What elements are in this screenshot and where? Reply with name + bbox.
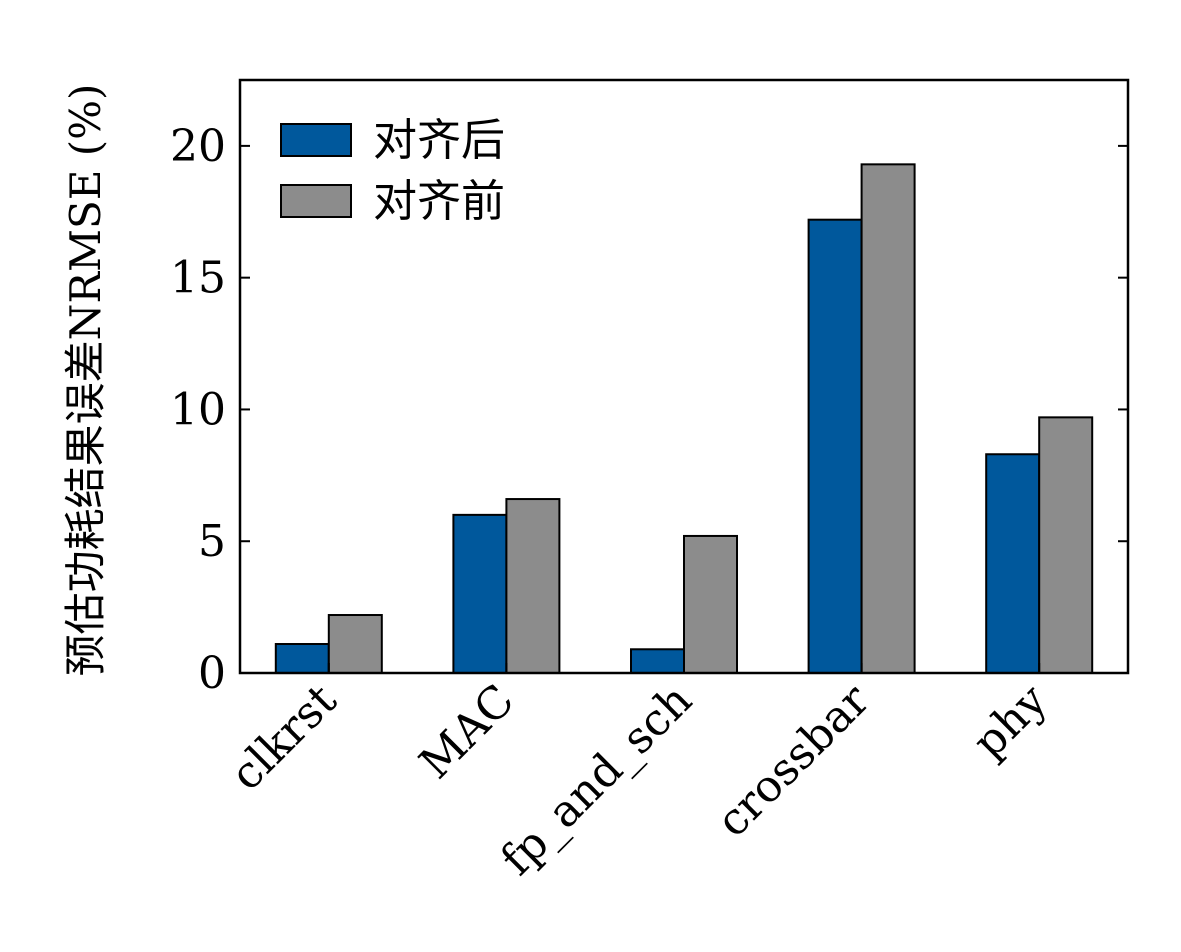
- y-tick-label: 20: [170, 121, 226, 172]
- bar-before-crossbar: [860, 163, 916, 675]
- bar-after-clkrst: [274, 643, 330, 675]
- bar-after-fp-and-sch: [630, 648, 685, 675]
- bar-before-MAC: [505, 498, 561, 675]
- x-tick-label-fp-and-sch: fp_and_sch: [491, 675, 702, 886]
- x-tick-label-clkrst: clkrst: [221, 674, 347, 800]
- y-axis-label: 预估功耗结果误差NRMSE (%): [61, 84, 110, 677]
- legend-label-before: 对齐前: [373, 176, 505, 227]
- legend-swatch-before: [280, 184, 352, 218]
- y-tick-label: 5: [198, 516, 226, 567]
- y-tick-label: 0: [198, 648, 226, 699]
- x-tick-label-MAC: MAC: [410, 675, 524, 789]
- legend-swatch-after: [280, 123, 352, 157]
- x-tick-label-crossbar: crossbar: [707, 674, 880, 847]
- y-axis-ticks: 0 5 10 15 20: [170, 121, 1128, 699]
- bars-group: [274, 163, 1094, 675]
- bar-before-clkrst: [327, 614, 383, 674]
- bar-after-MAC: [452, 513, 508, 674]
- bar-after-phy: [985, 453, 1041, 675]
- plot-frame: [238, 78, 1130, 675]
- y-tick-label: 15: [170, 253, 226, 304]
- bar-before-fp-and-sch: [683, 534, 738, 674]
- x-tick-label-phy: phy: [963, 675, 1057, 769]
- y-tick-label: 10: [170, 384, 226, 435]
- bar-before-phy: [1038, 416, 1094, 674]
- bar-after-crossbar: [807, 218, 863, 674]
- legend-label-after: 对齐后: [373, 115, 505, 166]
